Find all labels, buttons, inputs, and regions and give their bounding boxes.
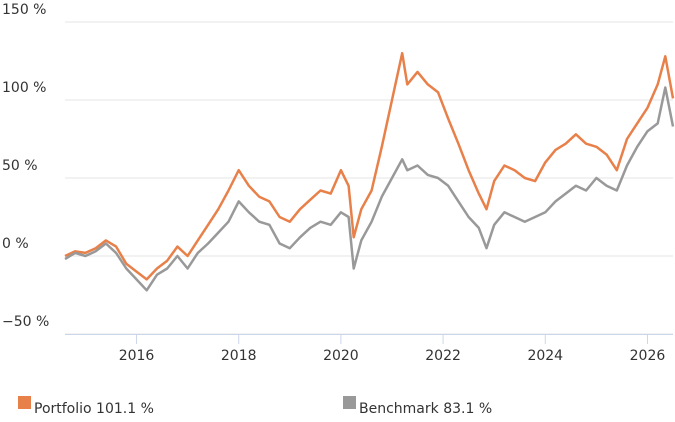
x-tick-label: 2026: [630, 348, 666, 364]
y-tick-label: 50 %: [2, 158, 38, 174]
x-tick-label: 2022: [425, 348, 461, 364]
y-tick-label: 150 %: [2, 2, 46, 18]
legend-swatch: [18, 396, 31, 409]
y-tick-label: −50 %: [2, 314, 49, 330]
legend-label: Portfolio 101.1 %: [34, 401, 154, 417]
series-line: [64, 51, 675, 281]
x-tick-label: 2018: [221, 348, 257, 364]
x-tick-label: 2016: [119, 348, 155, 364]
legend-swatch: [343, 396, 356, 409]
legend-label: Benchmark 83.1 %: [359, 401, 492, 417]
series-line: [64, 86, 675, 292]
x-tick-label: 2020: [323, 348, 359, 364]
x-tick-label: 2024: [527, 348, 563, 364]
y-tick-label: 100 %: [2, 80, 46, 96]
y-tick-label: 0 %: [2, 236, 29, 252]
